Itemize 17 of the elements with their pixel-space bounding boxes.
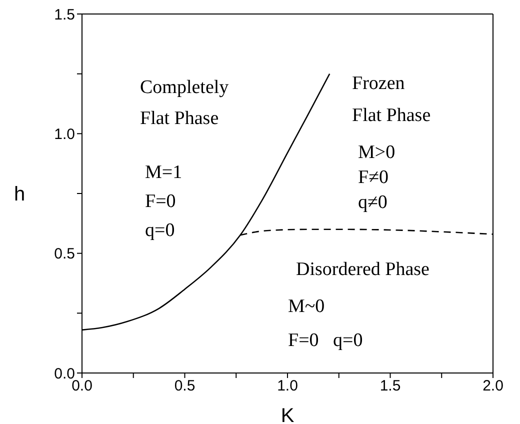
x-tick-label: 0.0 — [72, 378, 92, 395]
x-tick-label: 0.5 — [174, 378, 196, 395]
y-tick-label: 0.5 — [54, 246, 75, 263]
y-axis-title: h — [14, 184, 26, 206]
x-tick-label: 1.0 — [277, 378, 298, 395]
annotation: M~0 — [288, 295, 325, 319]
x-tick-label: 1.5 — [380, 378, 401, 395]
x-axis-title: K — [280, 405, 295, 424]
y-tick-label: 1.0 — [54, 126, 75, 143]
annotation: Disordered Phase — [296, 258, 430, 282]
annotation: Completely Flat Phase — [140, 76, 229, 131]
annotation: M>0 F≠0 q≠0 — [358, 141, 396, 215]
annotation: Frozen Flat Phase — [352, 72, 431, 128]
y-tick-label: 1.5 — [54, 6, 75, 24]
annotation: M=1 F=0 q=0 — [145, 161, 182, 243]
annotation: F=0 q=0 — [288, 329, 363, 353]
x-tick-label: 2.0 — [482, 378, 504, 395]
